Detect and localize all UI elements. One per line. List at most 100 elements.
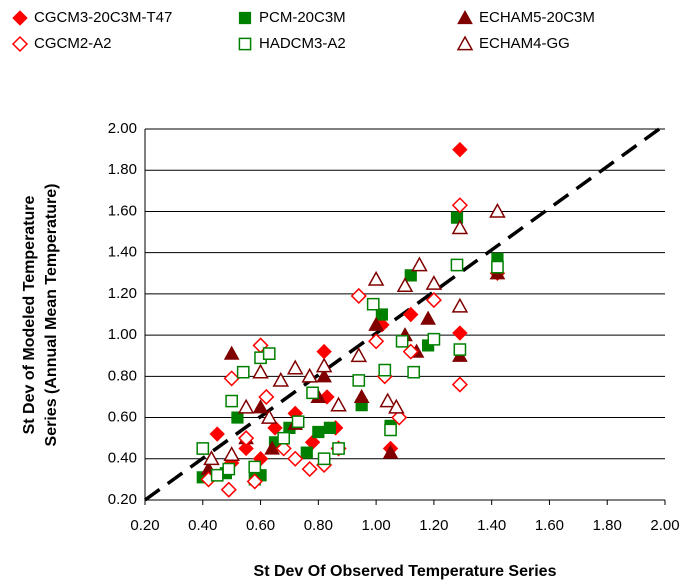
point bbox=[262, 347, 276, 361]
point bbox=[375, 308, 388, 321]
point bbox=[275, 440, 292, 457]
point bbox=[272, 371, 290, 387]
point bbox=[425, 275, 443, 290]
legend-label: PCM-20C3M bbox=[259, 9, 346, 26]
legend-marker bbox=[12, 10, 28, 26]
point bbox=[196, 442, 210, 455]
point bbox=[425, 292, 442, 309]
point bbox=[231, 411, 244, 424]
x-tick-label: 1.40 bbox=[477, 517, 506, 534]
point bbox=[317, 452, 331, 466]
point bbox=[491, 260, 504, 274]
point bbox=[223, 370, 240, 387]
point bbox=[451, 376, 468, 393]
legend-marker bbox=[457, 9, 473, 25]
point bbox=[411, 256, 428, 272]
point bbox=[332, 442, 345, 455]
y-tick-label: 2.00 bbox=[108, 120, 137, 137]
point bbox=[323, 421, 336, 434]
point bbox=[451, 297, 469, 313]
point bbox=[267, 420, 283, 436]
point bbox=[223, 446, 240, 462]
point bbox=[404, 269, 417, 282]
point bbox=[451, 219, 469, 235]
point bbox=[238, 440, 254, 457]
y-tick-label: 1.00 bbox=[108, 326, 137, 343]
point bbox=[395, 334, 409, 348]
point bbox=[236, 365, 250, 379]
legend-label: CGCM3-20C3M-T47 bbox=[34, 9, 172, 26]
point bbox=[368, 316, 384, 331]
point bbox=[453, 343, 467, 356]
point bbox=[223, 345, 240, 360]
point bbox=[225, 394, 239, 408]
x-tick-label: 0.60 bbox=[246, 517, 275, 534]
x-tick-label: 2.00 bbox=[650, 517, 679, 534]
point bbox=[220, 481, 237, 498]
point bbox=[451, 197, 468, 214]
point bbox=[300, 446, 313, 459]
x-tick-label: 1.20 bbox=[419, 517, 448, 534]
y-axis-label: Series (Annual Mean Temperature) bbox=[43, 184, 60, 447]
point bbox=[378, 363, 392, 377]
point bbox=[252, 399, 269, 414]
legend-label: ECHAM5-20C3M bbox=[479, 9, 595, 26]
point bbox=[306, 386, 319, 400]
point bbox=[384, 423, 397, 437]
point bbox=[403, 306, 419, 323]
point bbox=[353, 388, 370, 404]
legend-marker bbox=[456, 35, 474, 51]
point bbox=[402, 343, 419, 360]
point bbox=[367, 270, 385, 286]
point bbox=[264, 440, 280, 455]
x-tick-label: 1.60 bbox=[535, 517, 564, 534]
legend-marker bbox=[238, 37, 252, 51]
point bbox=[277, 431, 291, 445]
legend-label: CGCM2-A2 bbox=[34, 35, 112, 52]
point bbox=[350, 347, 368, 363]
point bbox=[210, 468, 224, 482]
point bbox=[301, 461, 318, 478]
point bbox=[391, 409, 408, 426]
point bbox=[203, 450, 220, 466]
point bbox=[238, 430, 255, 447]
point bbox=[252, 363, 269, 379]
point bbox=[258, 388, 275, 406]
point bbox=[301, 367, 318, 383]
y-tick-label: 1.80 bbox=[108, 161, 137, 178]
x-tick-label: 0.40 bbox=[188, 517, 217, 534]
y-tick-label: 0.20 bbox=[108, 491, 137, 508]
point bbox=[427, 332, 441, 346]
legend-label: ECHAM4-GG bbox=[479, 35, 570, 52]
x-tick-label: 1.00 bbox=[362, 517, 391, 534]
legend-marker bbox=[11, 35, 29, 53]
point bbox=[396, 277, 414, 292]
point bbox=[312, 425, 325, 439]
point bbox=[315, 357, 333, 373]
y-tick-label: 1.60 bbox=[108, 202, 137, 219]
point bbox=[350, 287, 367, 305]
point bbox=[450, 258, 464, 272]
point bbox=[407, 365, 421, 379]
point bbox=[291, 415, 305, 429]
legend-marker bbox=[238, 11, 252, 25]
x-axis-label: St Dev Of Observed Temperature Series bbox=[254, 563, 557, 580]
point bbox=[452, 325, 468, 341]
point bbox=[352, 374, 366, 387]
x-tick-label: 0.80 bbox=[304, 517, 333, 534]
point bbox=[209, 426, 225, 442]
point bbox=[420, 310, 436, 325]
point bbox=[366, 297, 380, 311]
y-tick-label: 1.20 bbox=[108, 285, 137, 302]
reference-line bbox=[143, 123, 667, 502]
point bbox=[316, 343, 332, 360]
point bbox=[379, 392, 396, 408]
point bbox=[382, 444, 399, 459]
x-tick-label: 0.20 bbox=[130, 517, 159, 534]
point bbox=[246, 473, 263, 490]
x-tick-label: 1.80 bbox=[593, 517, 622, 534]
point bbox=[237, 398, 255, 414]
point bbox=[316, 368, 332, 383]
point bbox=[330, 396, 347, 412]
